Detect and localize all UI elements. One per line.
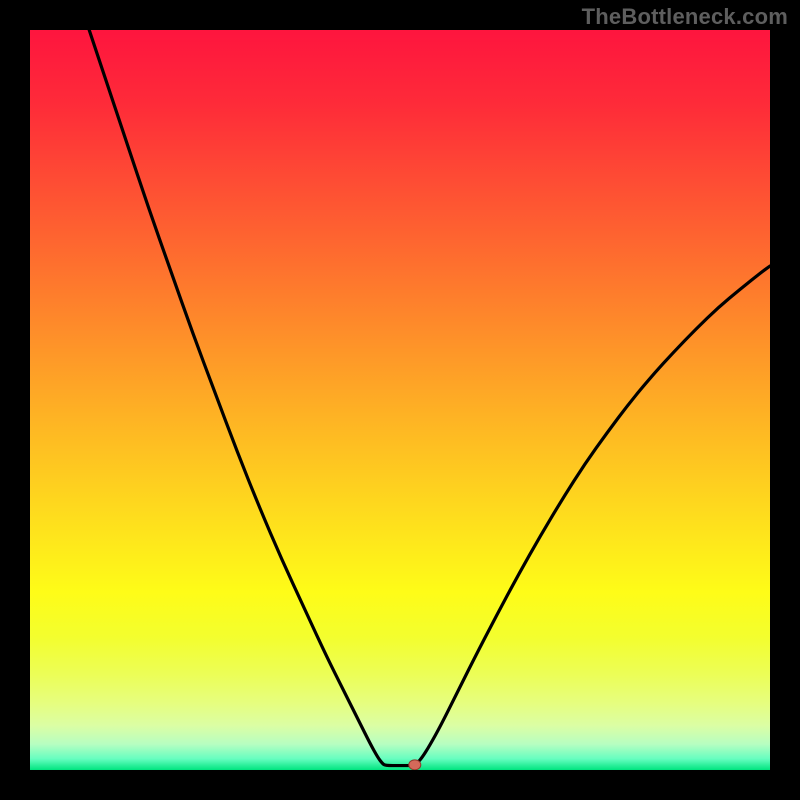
- watermark-label: TheBottleneck.com: [582, 4, 788, 30]
- optimal-point-marker: [409, 760, 421, 770]
- plot-area: [30, 30, 770, 770]
- gradient-background: [30, 30, 770, 770]
- chart-svg: [30, 30, 770, 770]
- figure-container: TheBottleneck.com: [0, 0, 800, 800]
